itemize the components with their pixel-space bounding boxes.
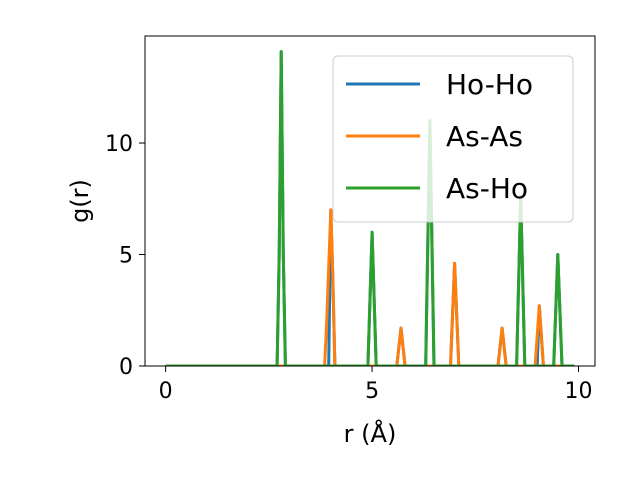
y-tick-label: 10 xyxy=(105,132,133,157)
plot-frame xyxy=(144,35,596,367)
series-line-as-as xyxy=(165,208,575,366)
y-tick-label: 0 xyxy=(119,355,133,380)
x-tick-label: 0 xyxy=(159,379,173,404)
legend-label-as-ho: As-Ho xyxy=(446,172,528,205)
y-axis-label: g(r) xyxy=(66,179,94,223)
plot-area xyxy=(165,50,575,366)
x-axis: 0 5 10 xyxy=(159,366,592,404)
y-tick-label: 5 xyxy=(119,244,133,269)
legend-label-as-as: As-As xyxy=(446,120,523,153)
legend: Ho-Ho As-As As-Ho xyxy=(332,55,574,223)
y-axis: 0 5 10 xyxy=(105,132,145,380)
legend-box xyxy=(332,55,574,223)
x-tick-label: 10 xyxy=(564,379,592,404)
series-line-as-ho xyxy=(165,50,575,366)
x-tick-label: 5 xyxy=(365,379,379,404)
legend-label-ho-ho: Ho-Ho xyxy=(446,68,533,101)
x-axis-label: r (Å) xyxy=(344,419,397,448)
